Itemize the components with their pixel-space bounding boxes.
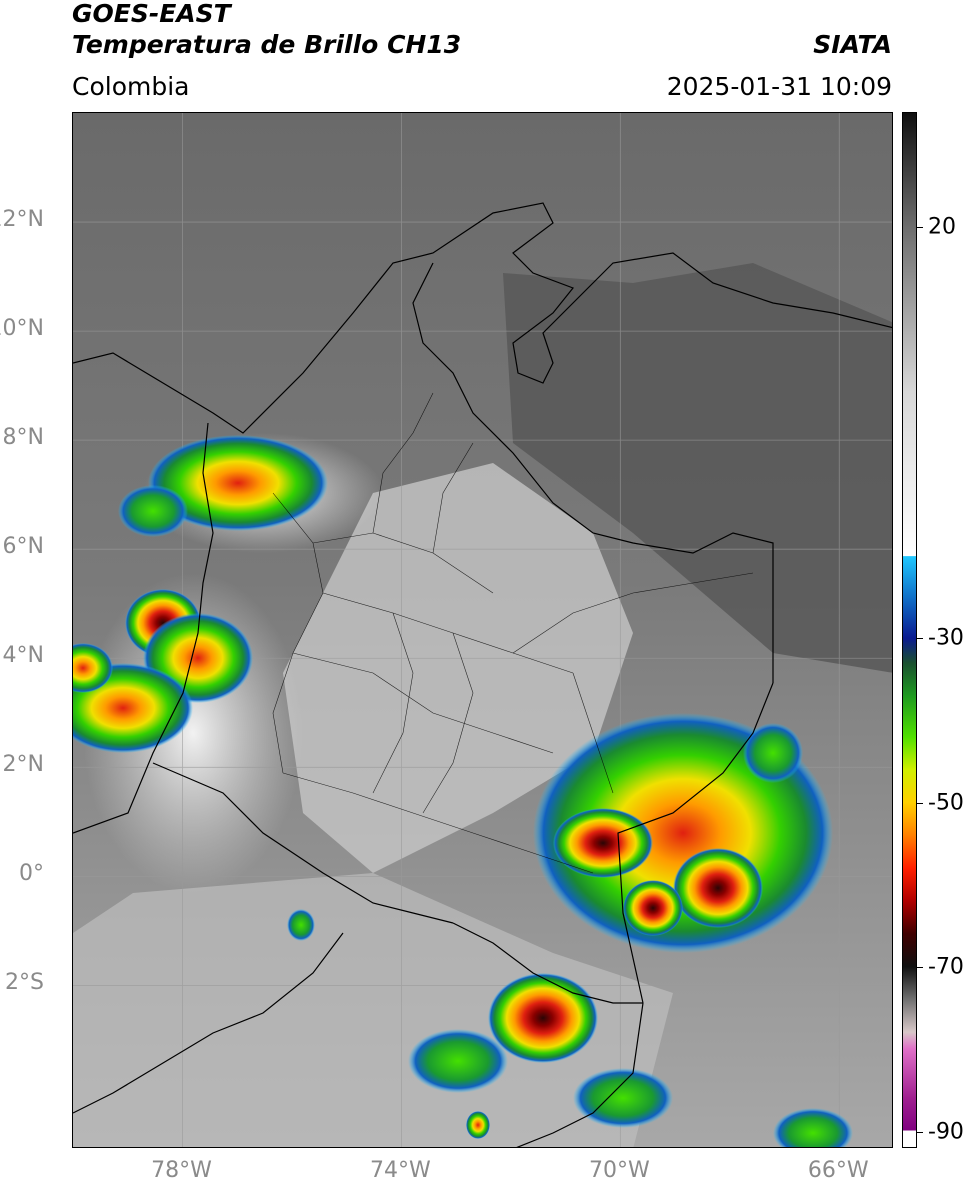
latitude-tick-label: 0° — [19, 861, 44, 887]
brazil-peru-border — [516, 1002, 644, 1147]
colorbar-tick — [917, 967, 923, 969]
latitude-tick-label: 12°N — [0, 207, 44, 233]
longitude-tick-label: 66°W — [807, 1158, 869, 1183]
satellite-map[interactable] — [72, 112, 893, 1148]
latitude-tick-label: 2°S — [5, 970, 44, 996]
longitude-tick-label: 74°W — [370, 1158, 431, 1183]
ecuador-border — [152, 762, 454, 924]
colorbar-tick — [917, 638, 923, 640]
colorbar-tick-label: 20 — [928, 214, 956, 240]
title-product: Temperatura de Brillo CH13 — [72, 30, 462, 59]
storm-cell — [488, 973, 598, 1063]
colombia-brazil-border — [617, 682, 774, 1004]
caribbean-coast — [73, 202, 892, 434]
colorbar-tick-label: -50 — [928, 790, 964, 816]
latitude-tick-label: 2°N — [2, 752, 44, 778]
colombia-peru-border — [452, 922, 643, 1004]
colorbar-tick-label: -90 — [928, 1119, 964, 1145]
light-cloud-region — [283, 463, 633, 873]
storm-cell — [623, 880, 683, 936]
latitude-tick-label: 4°N — [2, 643, 44, 669]
agency-label: SIATA — [813, 30, 892, 59]
region-label: Colombia — [72, 72, 190, 101]
colorbar-tick — [917, 1131, 923, 1133]
storm-cell — [773, 1108, 853, 1147]
colorbar-tick — [917, 227, 923, 229]
storm-cell — [573, 1068, 673, 1128]
latitude-tick-label: 10°N — [0, 316, 44, 342]
storm-cell — [148, 435, 328, 531]
storm-cell — [466, 1111, 490, 1139]
latitude-tick-label: 6°N — [2, 534, 44, 560]
storm-cell — [73, 643, 113, 693]
colorbar-tick — [917, 802, 923, 804]
title-satellite: GOES-EAST — [72, 0, 231, 28]
storm-cell — [118, 485, 188, 537]
map-canvas — [73, 113, 892, 1147]
storm-cells — [73, 435, 853, 1147]
pacific-coast-south — [73, 932, 344, 1114]
colorbar-tick-label: -30 — [928, 625, 964, 651]
longitude-tick-label: 78°W — [151, 1158, 212, 1183]
pacific-coast — [73, 422, 214, 834]
colombia-venezuela-border — [412, 262, 774, 683]
storm-cell — [553, 808, 653, 878]
storm-cell — [743, 723, 803, 783]
storm-cell — [673, 848, 763, 928]
longitude-tick-label: 70°W — [588, 1158, 650, 1183]
country-borders — [73, 202, 892, 1147]
timestamp-label: 2025-01-31 10:09 — [666, 72, 892, 101]
colorbar-tick-label: -70 — [928, 954, 964, 980]
light-cloud-south — [73, 873, 673, 1147]
storm-cell — [287, 909, 315, 941]
gridlines — [73, 113, 892, 1147]
storm-cell — [408, 1029, 508, 1093]
department-borders — [272, 392, 754, 874]
temperature-colorbar — [902, 112, 917, 1148]
latitude-tick-label: 8°N — [2, 425, 44, 451]
dark-land-region — [503, 263, 892, 673]
